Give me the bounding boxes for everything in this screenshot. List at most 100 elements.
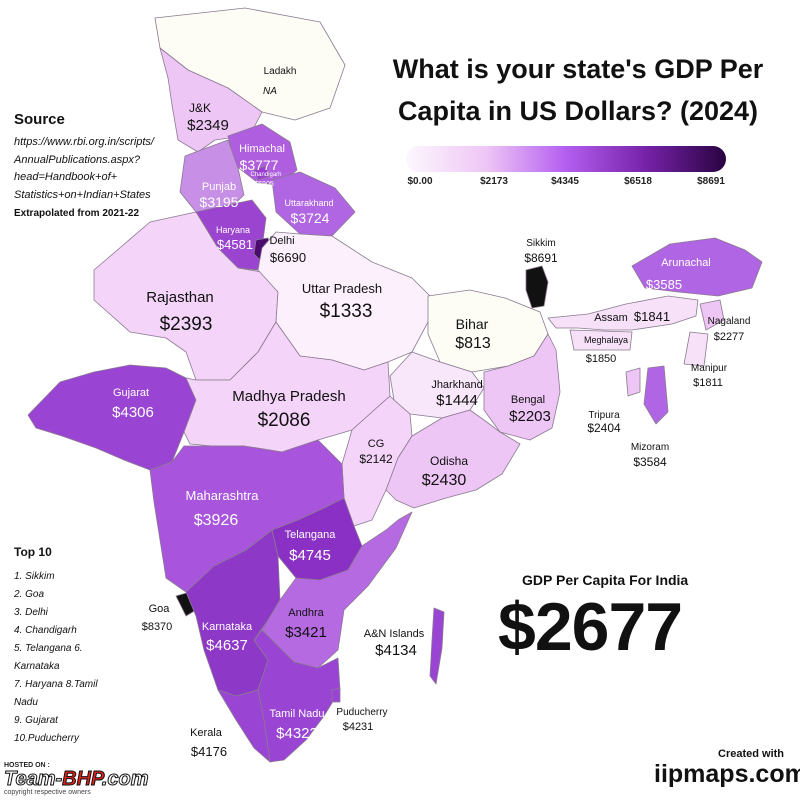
region-name-label: Jharkhand	[431, 379, 482, 391]
region-name-label: Odisha	[430, 454, 468, 468]
region-value-label: $1333	[320, 301, 373, 322]
region-value-label: $4134	[375, 642, 417, 659]
top10-list: 1. Sikkim 2. Goa 3. Delhi 4. Chandigarh …	[14, 568, 114, 748]
region-name-label: Delhi	[269, 235, 294, 247]
region-name-label: Uttarakhand	[284, 198, 333, 208]
region-value-label: $2349	[187, 117, 229, 134]
legend-tick: $6518	[624, 176, 652, 187]
region-name-label: Goa	[149, 603, 171, 615]
region-value-label: $1841	[634, 309, 670, 324]
region-an	[429, 607, 445, 685]
region-andhra	[261, 511, 413, 669]
legend-color-bar	[406, 146, 726, 172]
region-name-label: Mizoram	[631, 442, 669, 453]
region-value-label: $3926	[194, 512, 239, 529]
legend-tick: $2173	[480, 176, 508, 187]
region-name-label: Bengal	[511, 394, 545, 406]
region-name-label: CG	[368, 438, 385, 450]
created-with-label: Created with	[718, 748, 785, 760]
region-value-label: $1850	[586, 353, 617, 365]
region-name-label: Rajasthan	[146, 289, 214, 306]
title-line-2: Capita in US Dollars? (2024)	[397, 96, 759, 126]
map-title: What is your state's GDP Per Capita in U…	[378, 48, 778, 132]
top10-heading: Top 10	[14, 545, 52, 559]
source-heading: Source	[14, 111, 65, 128]
region-name-label: Maharashtra	[186, 488, 260, 503]
watermark-name-a: Team-	[3, 768, 63, 790]
region-name-label: Madhya Pradesh	[232, 388, 345, 405]
top10-item: Nadu	[14, 697, 38, 708]
source-note: Extrapolated from 2021-22	[14, 208, 140, 219]
region-nagaland	[699, 299, 725, 331]
watermark-hosted: HOSTED ON :	[4, 762, 50, 769]
region-name-label: Tripura	[588, 410, 620, 421]
region-name-label: Arunachal	[661, 257, 711, 269]
region-name-label: Bihar	[456, 316, 489, 332]
region-tripura	[625, 367, 641, 397]
region-value-label: $2393	[160, 314, 213, 335]
region-arunachal	[631, 237, 763, 297]
region-value-label: $1444	[436, 392, 478, 409]
top10-item: 9. Gujarat	[14, 715, 58, 726]
region-name-label: Uttar Pradesh	[302, 281, 382, 296]
region-name-label: Andhra	[288, 607, 324, 619]
region-value-label: NA	[263, 86, 277, 97]
region-value-label: $2277	[714, 331, 745, 343]
top10-item: 7. Haryana 8.Tamil	[14, 679, 98, 690]
region-name-label: Nagaland	[708, 316, 751, 327]
region-name-label: Haryana	[216, 225, 250, 235]
source-url-line: AnnualPublications.aspx?	[14, 153, 140, 166]
region-value-label: $3421	[285, 624, 327, 641]
india-gdp-value: $2677	[498, 589, 683, 665]
region-kerala	[217, 689, 271, 763]
region-odisha	[385, 409, 521, 509]
region-name-label: Sikkim	[526, 238, 555, 249]
region-mizoram	[643, 365, 669, 425]
watermark-copyright: copyright respective owners	[4, 789, 91, 796]
region-name-label: Karnataka	[202, 621, 253, 633]
region-name-label: Manipur	[691, 363, 728, 374]
region-name-label: Gujarat	[113, 387, 149, 399]
region-assam	[547, 295, 699, 331]
region-value-label: $8370	[142, 621, 173, 633]
watermark-logo: Team-BHP.com	[3, 768, 192, 790]
region-name-label: Chandigarh	[250, 172, 281, 178]
region-chandigarh	[253, 165, 271, 181]
region-value-label: $3724	[291, 210, 330, 226]
legend-tick: $8691	[697, 176, 725, 187]
region-jk	[159, 47, 263, 153]
watermark-name-c: .com	[101, 768, 149, 790]
region-value-label: $2086	[258, 410, 311, 431]
region-name-label: Kerala	[190, 727, 223, 739]
region-sikkim	[525, 265, 549, 309]
region-value-label: $6690	[270, 250, 306, 265]
watermark-name-b: BHP	[62, 768, 103, 790]
region-value-label: $3584	[633, 455, 667, 469]
region-name-label: A&N Islands	[364, 628, 425, 640]
region-name-label: Himachal	[239, 143, 285, 155]
region-meghalaya	[569, 329, 633, 351]
region-name-label: J&K	[189, 101, 211, 115]
region-manipur	[683, 331, 709, 367]
region-value-label: $8691	[524, 251, 558, 265]
legend-tick: $4345	[551, 176, 579, 187]
top10-item: Karnataka	[14, 661, 60, 672]
region-value-label: $4231	[343, 721, 374, 733]
top10-item: 2. Goa	[14, 589, 45, 600]
top10-item: 5. Telangana 6.	[14, 643, 83, 654]
region-value-label: $2430	[422, 472, 467, 489]
brand-name: iipmaps.com	[654, 760, 800, 788]
source-url-line: https://www.rbi.org.in/scripts/	[14, 136, 154, 148]
region-name-label: Telangana	[285, 529, 337, 541]
region-value-label: $4176	[191, 744, 227, 759]
top10-item: 4. Chandigarh	[14, 625, 77, 636]
region-value-label: $5905	[254, 181, 274, 188]
region-value-label: $813	[455, 335, 491, 352]
region-uttarakhand	[271, 171, 356, 237]
region-value-label: $3195	[200, 194, 239, 210]
region-name-label: Assam	[594, 312, 628, 324]
source-url-line: Statistics+on+Indian+States	[14, 188, 151, 201]
region-name-label: Ladakh	[264, 66, 297, 77]
